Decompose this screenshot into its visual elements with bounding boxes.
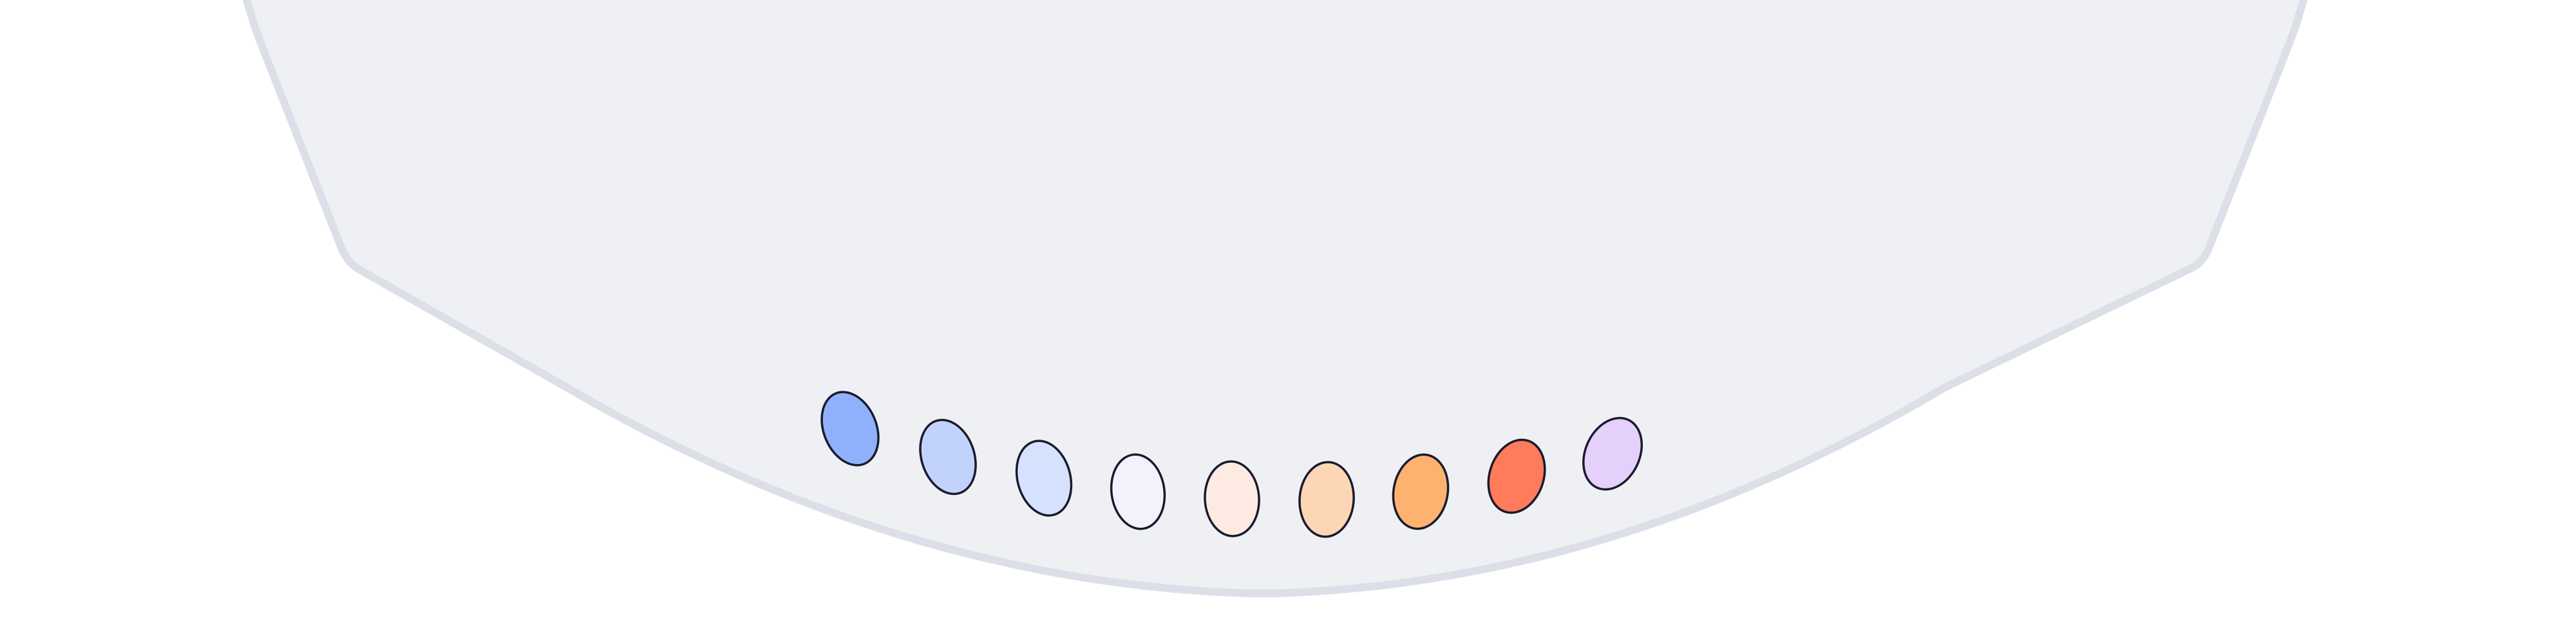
lavender-50-swatch[interactable] bbox=[1106, 451, 1169, 532]
palette-panel-background bbox=[242, 0, 2308, 597]
blue-200-swatch[interactable] bbox=[1009, 434, 1079, 521]
orange-400-swatch[interactable] bbox=[1388, 451, 1454, 534]
coral-500-swatch[interactable] bbox=[1479, 432, 1554, 520]
peach-50-swatch[interactable] bbox=[1203, 460, 1261, 537]
violet-100-swatch[interactable] bbox=[1572, 409, 1653, 499]
blue-500-swatch[interactable] bbox=[811, 384, 889, 474]
color-swatch-row bbox=[811, 384, 1653, 539]
peach-200-swatch[interactable] bbox=[1297, 460, 1356, 539]
blue-300-swatch[interactable] bbox=[911, 413, 985, 501]
